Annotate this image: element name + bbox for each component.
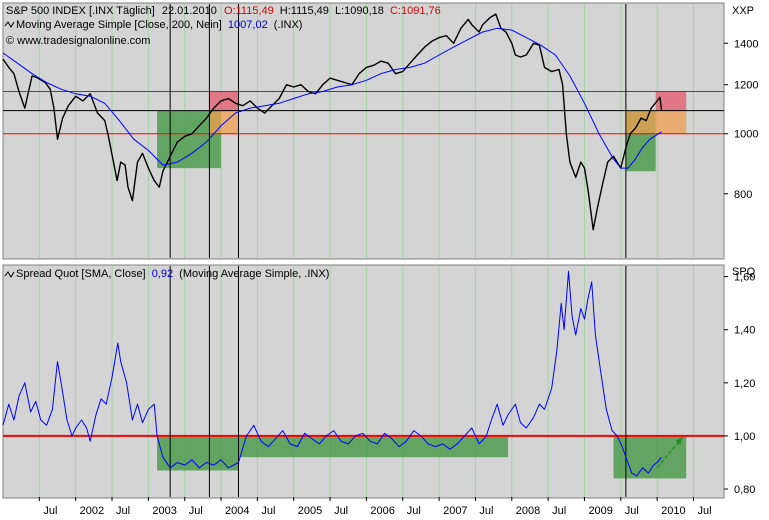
time-tick-label: 2009 — [588, 505, 612, 517]
moving-average-line — [2, 27, 662, 169]
spread-tick-label: 0,80 — [734, 484, 755, 496]
time-tick-label: 2010 — [661, 505, 685, 517]
price-panel-title: S&P 500 INDEX [.INX Täglich] 22.01.2010 … — [6, 5, 441, 17]
price-tick-label: 800 — [734, 189, 752, 201]
open-value: O:1115,49 — [224, 5, 274, 17]
spread-legend: Spread Quot [SMA, Close] 0,92 (Moving Av… — [4, 268, 329, 280]
time-tick-label: Jul — [334, 505, 348, 517]
price-panel-grid — [38, 4, 694, 258]
spread-panel-arrow — [656, 436, 684, 469]
time-tick-label: 2008 — [516, 505, 540, 517]
price-tick-label: 1000 — [734, 129, 758, 141]
spread-series-line — [2, 270, 662, 477]
price-zone-orange — [625, 110, 687, 134]
price-panel-event-lines — [169, 4, 627, 258]
price-tick-label: 1200 — [734, 80, 758, 92]
time-tick-label: Jul — [697, 505, 711, 517]
line-indicator-icon — [4, 271, 15, 278]
trend-arrow-head — [675, 437, 683, 445]
spread-zone-green — [613, 435, 687, 479]
spread-panel-background — [2, 264, 725, 499]
svg-text:Moving Average Simple [Close,: Moving Average Simple [Close, 200, Nein]… — [16, 19, 302, 31]
time-tick-label: Jul — [116, 505, 130, 517]
copyright-text: © www.tradesignalonline.com — [6, 35, 150, 47]
ma-legend-label: Moving Average Simple [Close, 200, Nein] — [16, 19, 222, 31]
spread-axis-ticks: 0,80 1,00 1,20 1,40 1,60 — [724, 272, 755, 496]
time-tick-label: Jul — [261, 505, 275, 517]
price-series-line — [2, 13, 663, 231]
spread-tick-label: 1,60 — [734, 272, 755, 284]
price-panel-zones — [157, 91, 687, 172]
price-panel-levels — [3, 91, 724, 135]
ma-legend: Moving Average Simple [Close, 200, Nein]… — [4, 19, 302, 31]
spread-legend-label: Spread Quot [SMA, Close] — [16, 268, 146, 280]
low-value: L:1090,18 — [335, 5, 384, 17]
time-tick-label: Jul — [625, 505, 639, 517]
close-value: C:1091,76 — [390, 5, 441, 17]
time-tick-label: 2004 — [225, 505, 249, 517]
spread-tick-label: 1,20 — [734, 378, 755, 390]
time-tick-label: 2003 — [152, 505, 176, 517]
spread-axis-label: SPQ — [732, 266, 756, 278]
svg-text:Spread Quot [SMA, Close]: Spread Quot [SMA, Close] 0,92 (Moving Av… — [16, 268, 329, 280]
time-tick-label: 2007 — [443, 505, 467, 517]
price-axis-label: XXP — [732, 5, 754, 17]
spread-legend-suffix: (Moving Average Simple, .INX) — [179, 268, 329, 280]
spread-tick-label: 1,40 — [734, 325, 755, 337]
line-indicator-icon — [4, 21, 15, 28]
price-panel-series — [2, 13, 663, 231]
time-tick-label: 2005 — [298, 505, 322, 517]
time-axis-ticks: Jul 2002 Jul 2003 Jul 2004 Jul 2005 Jul 2006 Jul 20… — [38, 497, 712, 517]
time-tick-label: Jul — [189, 505, 203, 517]
time-tick-label: Jul — [552, 505, 566, 517]
time-tick-label: Jul — [407, 505, 421, 517]
high-value: H:1115,49 — [280, 5, 329, 17]
price-panel-background — [2, 2, 725, 260]
symbol-label: S&P 500 INDEX [.INX Täglich] — [6, 5, 155, 17]
time-tick-label: Jul — [479, 505, 493, 517]
price-tick-label: 1400 — [734, 38, 758, 50]
ma-legend-value: 1007,02 — [228, 19, 268, 31]
date-label: 22.01.2010 — [162, 5, 217, 17]
spread-tick-label: 1,00 — [734, 431, 755, 443]
price-zone-red — [655, 91, 687, 111]
time-tick-label: Jul — [43, 505, 57, 517]
price-axis-ticks: 800 1000 1200 1400 — [724, 38, 758, 201]
spread-legend-value: 0,92 — [152, 268, 173, 280]
ma-legend-symbol: (.INX) — [274, 19, 303, 31]
spread-panel-series — [2, 270, 662, 477]
time-tick-label: 2002 — [80, 505, 104, 517]
time-tick-label: 2006 — [370, 505, 394, 517]
spread-zone-green — [238, 435, 509, 458]
